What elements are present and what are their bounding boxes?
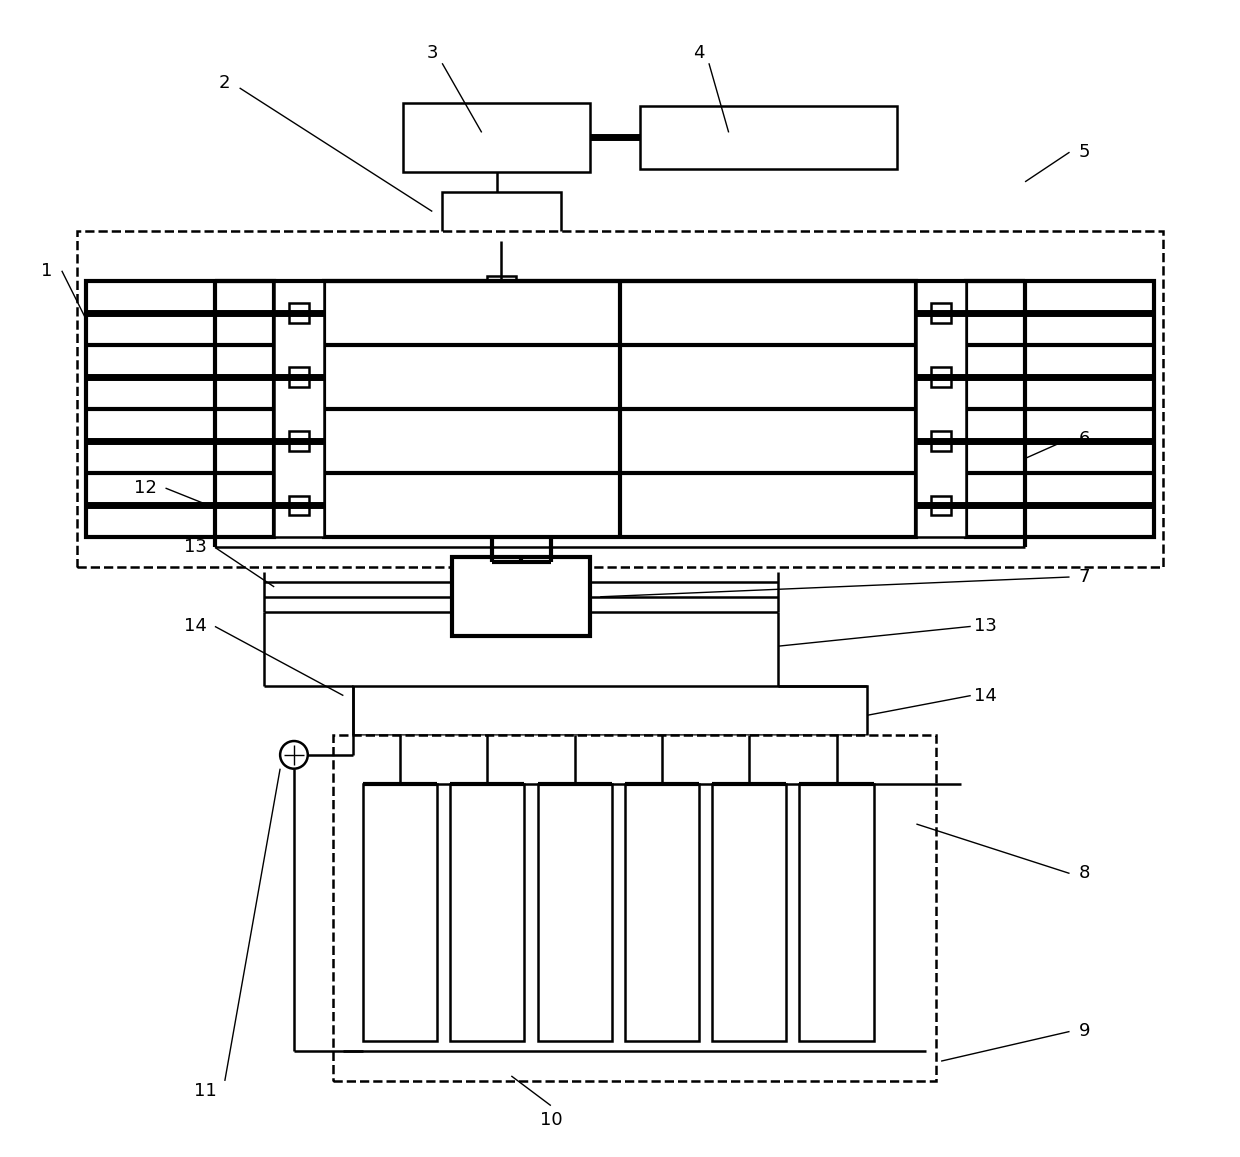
Bar — [363, 784, 438, 1041]
Bar — [800, 784, 874, 1041]
Bar — [403, 103, 590, 172]
Text: 3: 3 — [427, 44, 438, 62]
Bar — [443, 192, 560, 241]
Bar — [450, 784, 525, 1041]
Text: 7: 7 — [1079, 568, 1090, 585]
Bar — [334, 735, 936, 1081]
Text: 1: 1 — [41, 261, 52, 280]
Bar — [931, 303, 951, 323]
Bar — [625, 784, 699, 1041]
Bar — [77, 231, 1163, 567]
Text: 10: 10 — [539, 1112, 562, 1129]
Bar — [353, 686, 867, 735]
Bar — [538, 784, 611, 1041]
Text: 13: 13 — [975, 618, 997, 635]
Bar — [289, 367, 309, 386]
Text: 14: 14 — [184, 618, 207, 635]
Bar — [966, 281, 1153, 538]
Bar — [87, 281, 274, 538]
Text: 14: 14 — [975, 686, 997, 705]
Bar — [289, 432, 309, 451]
Bar — [916, 281, 966, 538]
Bar — [712, 784, 786, 1041]
Bar — [931, 432, 951, 451]
Text: 8: 8 — [1079, 864, 1090, 883]
Bar — [931, 367, 951, 386]
Text: 5: 5 — [1079, 143, 1090, 161]
Bar — [486, 275, 516, 301]
Bar — [640, 105, 897, 169]
Bar — [324, 281, 916, 538]
Bar — [289, 495, 309, 515]
Text: 11: 11 — [193, 1082, 217, 1100]
Text: 4: 4 — [693, 44, 704, 62]
Bar — [289, 303, 309, 323]
Text: 6: 6 — [1079, 429, 1090, 448]
Bar — [274, 281, 324, 538]
Text: 9: 9 — [1079, 1023, 1090, 1040]
Text: 13: 13 — [184, 538, 207, 557]
Bar — [453, 558, 590, 636]
Text: 2: 2 — [219, 74, 231, 93]
Bar — [931, 495, 951, 515]
Text: 12: 12 — [134, 479, 157, 498]
